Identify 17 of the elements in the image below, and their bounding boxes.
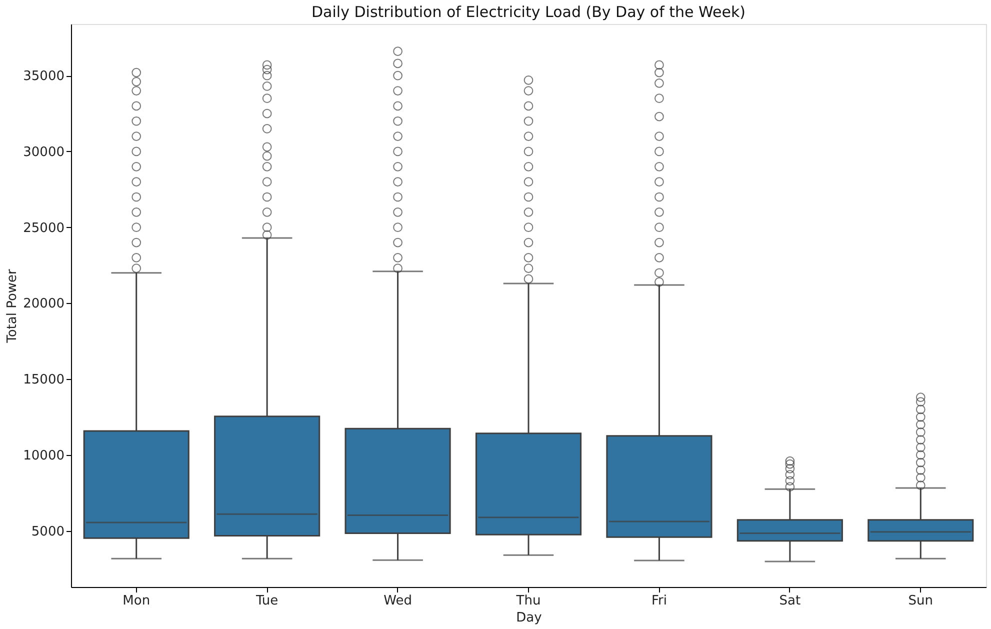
chart-title: Daily Distribution of Electricity Load (By Day of the Week) [312, 3, 746, 21]
x-tick-label: Thu [515, 594, 541, 608]
y-tick-label: 25000 [23, 220, 64, 236]
x-tick-label: Fri [651, 594, 667, 608]
y-tick-label: 15000 [23, 372, 64, 388]
y-tick-label: 30000 [23, 144, 64, 160]
y-tick-label: 5000 [31, 524, 64, 540]
y-tick-label: 35000 [23, 69, 64, 84]
x-tick-label: Sat [779, 594, 801, 608]
x-tick-label: Tue [254, 594, 278, 608]
y-tick-label: 10000 [23, 448, 64, 464]
x-axis-title: Day [516, 610, 542, 626]
y-tick-label: 20000 [23, 296, 64, 312]
y-axis-title: Total Power [5, 268, 20, 344]
x-tick-label: Mon [122, 594, 150, 608]
x-tick-label: Sun [908, 594, 934, 608]
x-tick-label: Wed [384, 594, 412, 608]
